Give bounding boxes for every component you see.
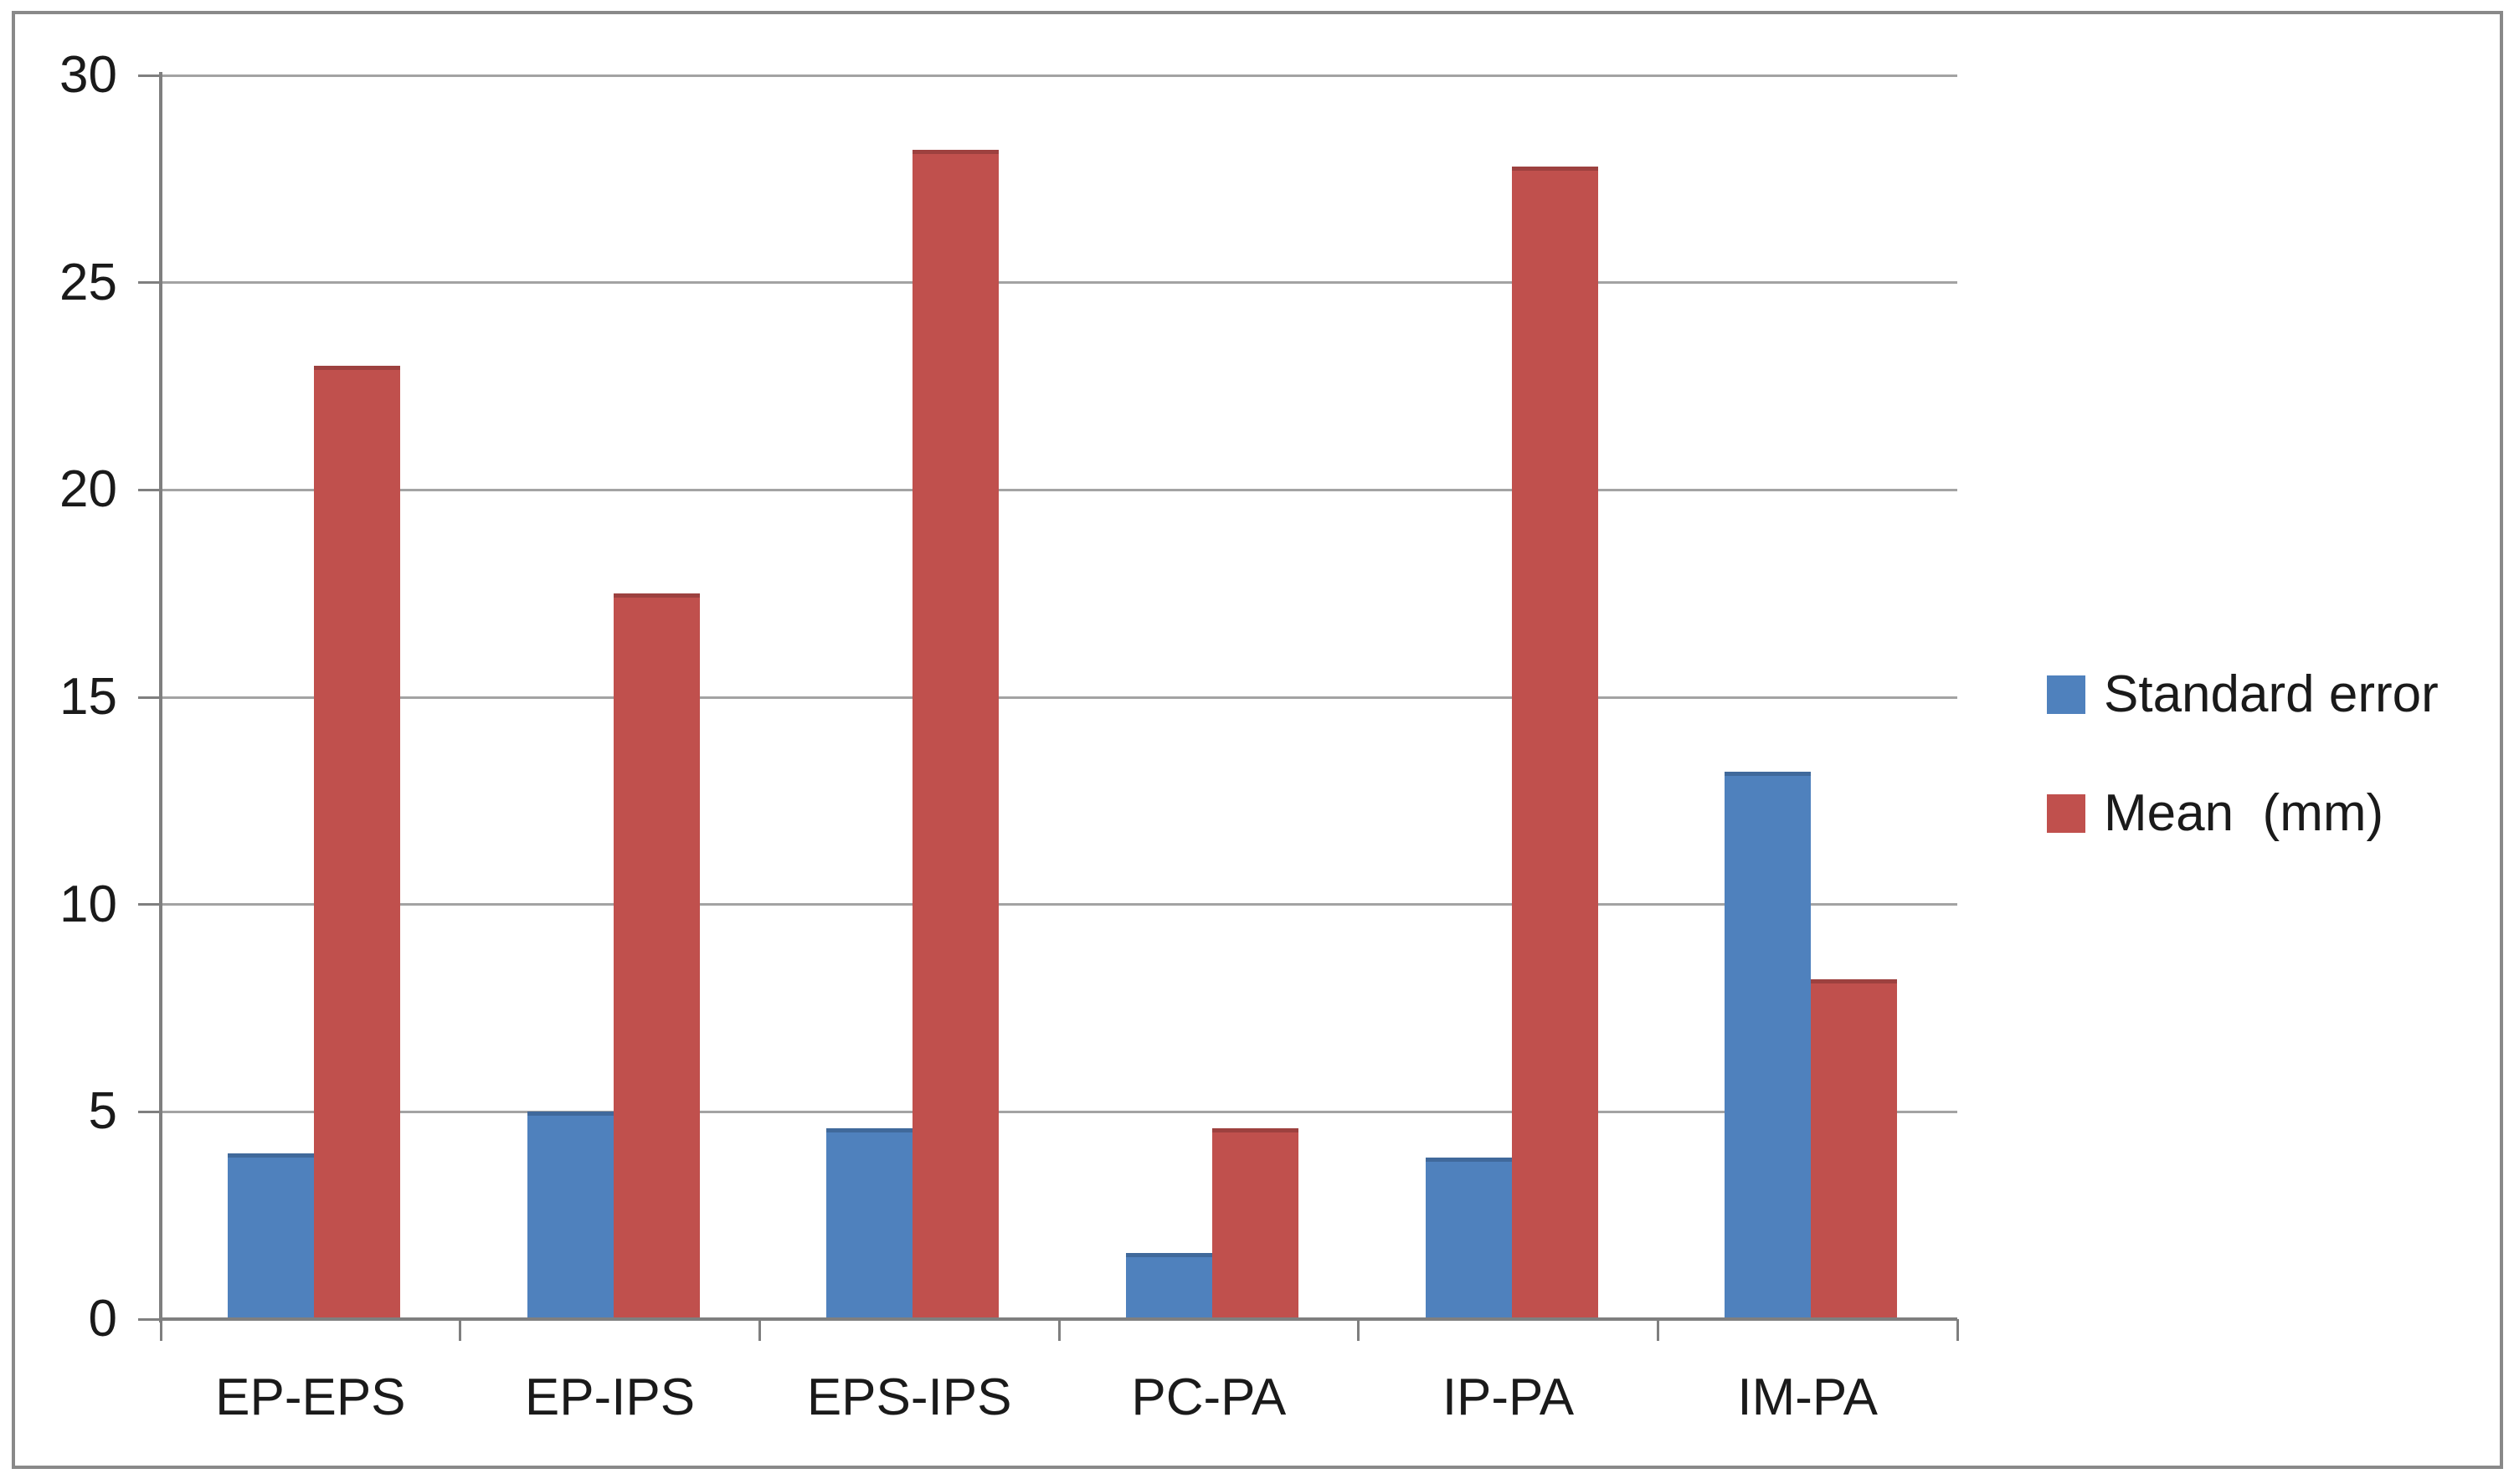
x-tick [758, 1319, 761, 1341]
bar [1725, 772, 1812, 1319]
gridline [161, 903, 1957, 906]
bar [1425, 1157, 1512, 1319]
gridline [161, 74, 1957, 77]
bar [314, 365, 400, 1319]
bar [826, 1128, 913, 1319]
y-tick [138, 696, 161, 699]
x-tick [459, 1319, 462, 1341]
bar [1212, 1128, 1298, 1319]
legend-item: Mean (mm) [2047, 788, 2383, 840]
bar [228, 1153, 314, 1319]
y-tick [138, 1317, 161, 1321]
legend-swatch [2047, 675, 2085, 714]
x-tick [1357, 1319, 1360, 1341]
bar [913, 150, 1000, 1319]
legend-item: Standard error [2047, 669, 2439, 721]
bar [613, 593, 700, 1319]
y-tick-label: 30 [59, 46, 117, 104]
x-axis-label: EP-EPS [215, 1368, 406, 1426]
gridline [161, 488, 1957, 491]
y-axis-line [159, 72, 162, 1322]
bar [1126, 1252, 1212, 1319]
y-tick [138, 74, 161, 77]
x-axis-label: EPS-IPS [806, 1368, 1012, 1426]
y-tick-label: 10 [59, 875, 117, 933]
y-tick [138, 488, 161, 491]
y-tick [138, 903, 161, 906]
x-axis-label: EP-IPS [524, 1368, 696, 1426]
x-axis-label: IM-PA [1737, 1368, 1878, 1426]
x-axis-line [159, 1317, 1957, 1321]
bar [1511, 166, 1598, 1319]
y-tick-label: 15 [59, 668, 117, 726]
gridline [161, 1110, 1957, 1113]
x-tick [1057, 1319, 1061, 1341]
x-tick [159, 1319, 162, 1341]
y-tick [138, 281, 161, 285]
y-tick-label: 20 [59, 460, 117, 519]
gridline [161, 696, 1957, 699]
bar [527, 1112, 614, 1319]
y-tick-label: 25 [59, 253, 117, 311]
x-axis-label: IP-PA [1442, 1368, 1575, 1426]
legend-label: Mean (mm) [2104, 784, 2384, 842]
y-tick-label: 0 [88, 1290, 117, 1348]
legend-label: Standard error [2104, 665, 2439, 723]
y-tick-label: 5 [88, 1082, 117, 1141]
gridline [161, 281, 1957, 285]
x-tick [1656, 1319, 1659, 1341]
bar [1811, 978, 1898, 1319]
y-tick [138, 1110, 161, 1113]
x-tick [1956, 1319, 1959, 1341]
legend-swatch [2047, 794, 2085, 833]
x-axis-label: PC-PA [1131, 1368, 1287, 1426]
